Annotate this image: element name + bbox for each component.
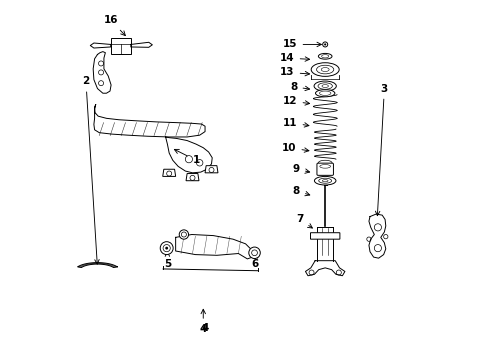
Text: 12: 12 <box>283 96 309 106</box>
Circle shape <box>324 43 325 45</box>
Ellipse shape <box>318 178 331 183</box>
Text: 15: 15 <box>283 40 321 49</box>
Ellipse shape <box>314 176 335 185</box>
Polygon shape <box>163 169 175 176</box>
Polygon shape <box>78 262 117 267</box>
Text: 13: 13 <box>280 67 309 77</box>
Circle shape <box>160 242 173 255</box>
Text: 4: 4 <box>199 309 206 334</box>
FancyBboxPatch shape <box>316 163 333 175</box>
Text: 3: 3 <box>375 84 387 216</box>
Circle shape <box>248 247 260 258</box>
Polygon shape <box>90 43 110 48</box>
Ellipse shape <box>318 53 331 59</box>
Text: 10: 10 <box>282 143 308 153</box>
Ellipse shape <box>321 55 328 58</box>
Polygon shape <box>204 166 218 173</box>
Text: 7: 7 <box>296 215 312 228</box>
Ellipse shape <box>322 180 327 182</box>
Polygon shape <box>94 105 204 137</box>
Ellipse shape <box>315 90 334 97</box>
Ellipse shape <box>317 83 332 89</box>
Polygon shape <box>175 234 256 259</box>
Ellipse shape <box>321 68 328 72</box>
Ellipse shape <box>310 63 339 76</box>
Text: 1: 1 <box>174 149 199 165</box>
Polygon shape <box>305 261 344 276</box>
Polygon shape <box>110 39 131 54</box>
Ellipse shape <box>318 160 331 165</box>
Text: 11: 11 <box>283 118 308 128</box>
Circle shape <box>179 230 188 239</box>
Text: 16: 16 <box>103 15 125 36</box>
Ellipse shape <box>316 65 333 74</box>
Ellipse shape <box>319 91 330 95</box>
Text: 2: 2 <box>82 76 99 264</box>
Polygon shape <box>185 174 199 181</box>
Polygon shape <box>310 233 339 238</box>
Text: 6: 6 <box>251 253 258 269</box>
Ellipse shape <box>321 85 328 87</box>
Ellipse shape <box>313 81 336 91</box>
Text: 14: 14 <box>280 53 309 63</box>
Text: 8: 8 <box>292 186 309 196</box>
Text: 4: 4 <box>201 323 208 333</box>
Polygon shape <box>93 51 111 93</box>
Polygon shape <box>317 226 332 261</box>
Text: 8: 8 <box>290 82 309 92</box>
Circle shape <box>165 247 168 249</box>
FancyBboxPatch shape <box>310 233 339 239</box>
Polygon shape <box>165 137 212 173</box>
Polygon shape <box>368 214 385 258</box>
Text: 9: 9 <box>292 164 309 174</box>
Text: 5: 5 <box>163 252 171 269</box>
Ellipse shape <box>319 165 330 168</box>
Polygon shape <box>131 42 152 47</box>
